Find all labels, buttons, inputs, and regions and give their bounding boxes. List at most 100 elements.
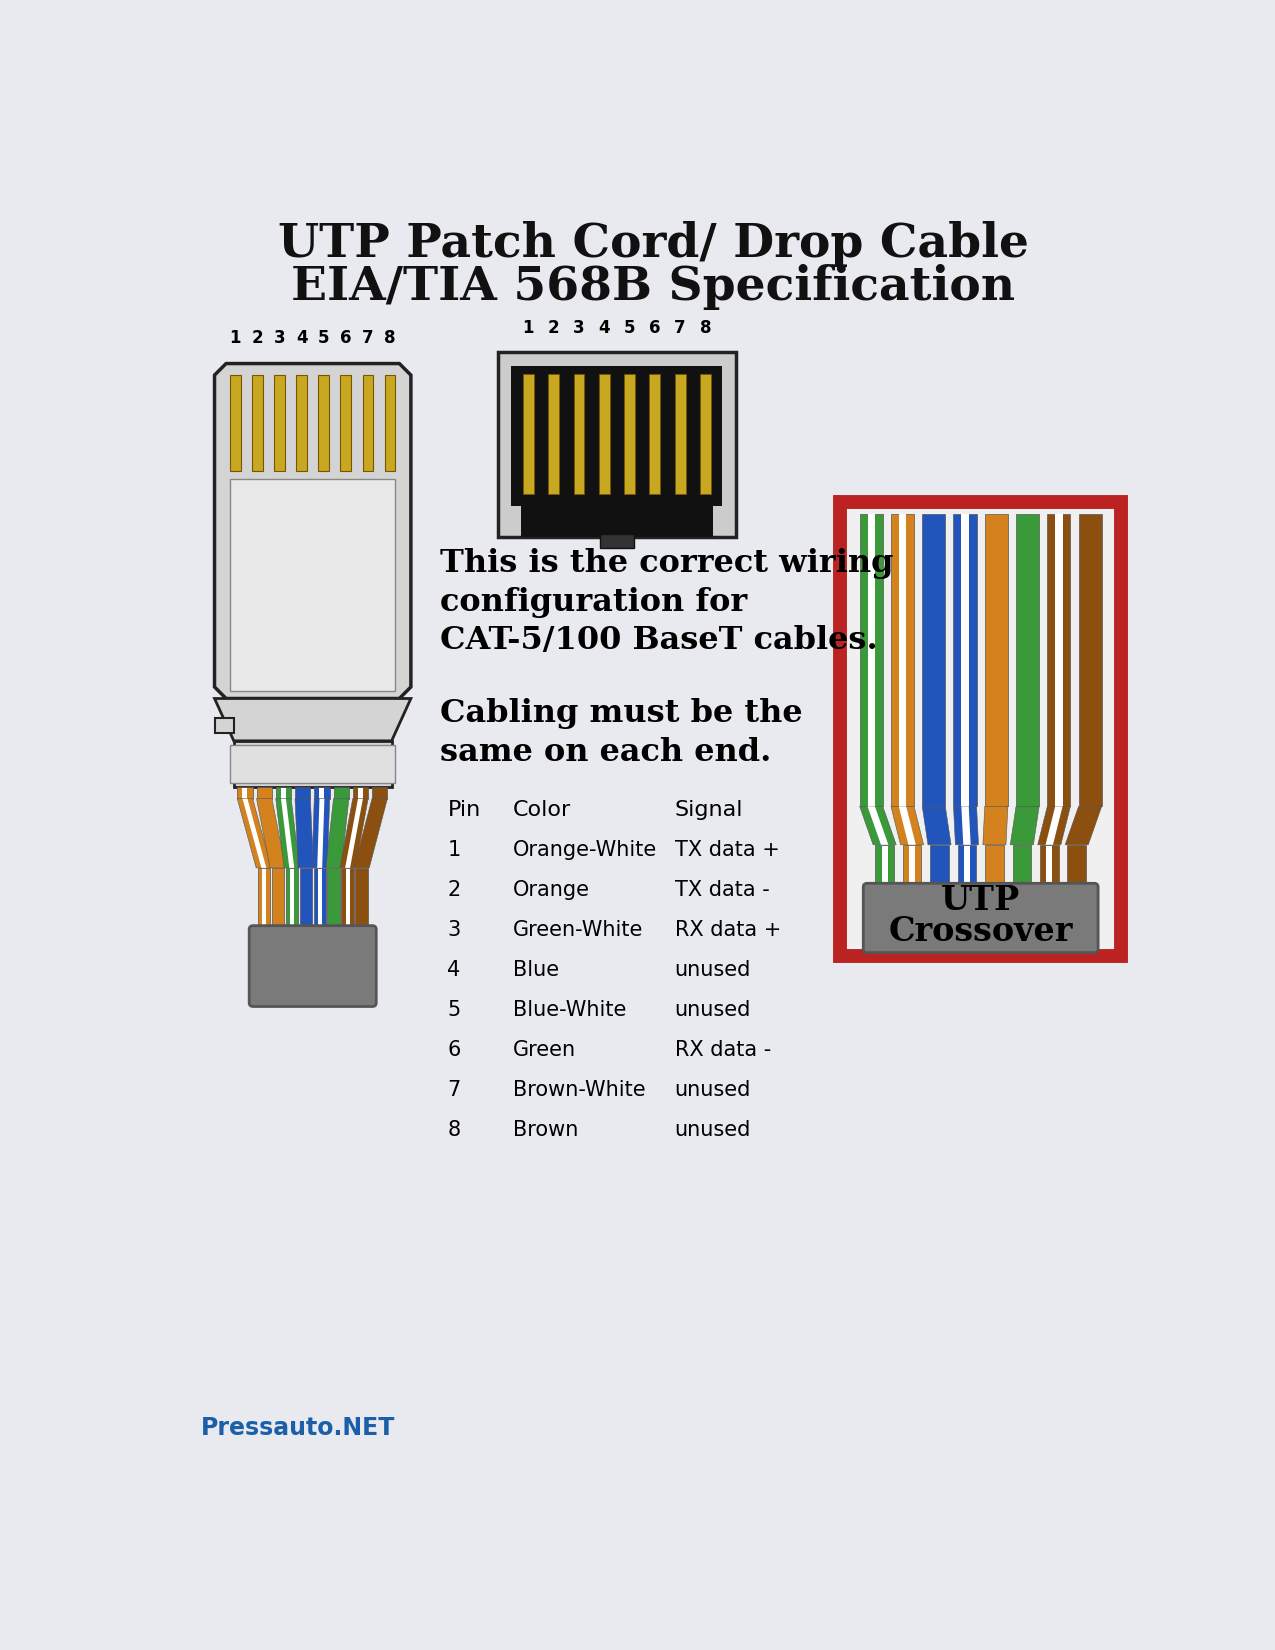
Text: same on each end.: same on each end. — [440, 738, 771, 767]
Polygon shape — [1038, 807, 1071, 845]
Bar — [574, 373, 584, 495]
Text: 4: 4 — [296, 328, 307, 346]
Bar — [1047, 513, 1071, 807]
Text: Signal: Signal — [674, 800, 743, 820]
Bar — [230, 744, 395, 784]
Polygon shape — [237, 799, 272, 868]
Bar — [256, 787, 272, 799]
Bar — [876, 845, 894, 891]
Text: 2: 2 — [251, 328, 263, 346]
Polygon shape — [1010, 807, 1039, 845]
Text: Pressauto.NET: Pressauto.NET — [201, 1416, 395, 1440]
Text: 1: 1 — [230, 328, 241, 346]
Bar — [272, 868, 284, 934]
Text: 4: 4 — [598, 318, 609, 337]
Bar — [1047, 845, 1052, 891]
Text: Green: Green — [513, 1041, 576, 1061]
Bar — [300, 868, 312, 934]
Bar — [317, 868, 321, 932]
Bar — [295, 787, 310, 799]
Polygon shape — [295, 799, 314, 868]
Bar — [353, 787, 368, 799]
Bar — [625, 373, 635, 495]
Polygon shape — [340, 799, 368, 868]
Text: 8: 8 — [448, 1120, 460, 1140]
Bar — [649, 373, 660, 495]
Text: unused: unused — [674, 960, 751, 980]
Bar — [362, 375, 374, 472]
Text: RX data -: RX data - — [674, 1041, 771, 1061]
Polygon shape — [317, 799, 324, 868]
Polygon shape — [867, 807, 889, 845]
Bar — [1067, 845, 1086, 891]
Polygon shape — [859, 807, 896, 845]
Bar — [511, 366, 723, 507]
Text: 4: 4 — [448, 960, 460, 980]
Text: This is the correct wiring: This is the correct wiring — [440, 548, 894, 579]
Bar — [840, 502, 1121, 957]
Polygon shape — [954, 807, 978, 845]
Text: Green-White: Green-White — [513, 921, 644, 940]
Bar — [320, 787, 324, 799]
Bar — [903, 845, 922, 891]
Polygon shape — [891, 807, 923, 845]
Polygon shape — [1065, 807, 1102, 845]
Bar — [520, 502, 713, 536]
Text: Crossover: Crossover — [889, 914, 1072, 947]
Bar — [314, 787, 330, 799]
Text: unused: unused — [674, 1120, 751, 1140]
Text: RX data +: RX data + — [674, 921, 782, 940]
Polygon shape — [354, 799, 388, 868]
Bar — [356, 868, 367, 934]
Bar — [274, 375, 284, 472]
Bar — [1040, 845, 1058, 891]
Text: unused: unused — [674, 1081, 751, 1101]
Text: 2: 2 — [448, 879, 460, 901]
Text: Blue: Blue — [513, 960, 558, 980]
Bar — [237, 787, 252, 799]
Text: 8: 8 — [700, 318, 711, 337]
Bar — [497, 351, 736, 536]
Text: unused: unused — [674, 1000, 751, 1020]
FancyBboxPatch shape — [249, 926, 376, 1006]
Text: 3: 3 — [448, 921, 460, 940]
Text: CAT-5/100 BaseT cables.: CAT-5/100 BaseT cables. — [440, 625, 877, 657]
Bar — [334, 787, 349, 799]
Bar — [859, 513, 882, 807]
Bar — [1012, 845, 1031, 891]
Bar — [548, 373, 558, 495]
Bar — [314, 868, 326, 934]
Text: 6: 6 — [649, 318, 660, 337]
Bar — [922, 513, 945, 807]
Bar — [931, 845, 949, 891]
Bar — [258, 868, 270, 934]
Text: Brown: Brown — [513, 1120, 579, 1140]
Bar — [319, 375, 329, 472]
Bar — [252, 375, 263, 472]
Bar — [230, 478, 395, 691]
Bar — [328, 868, 340, 934]
Polygon shape — [256, 799, 286, 868]
Bar — [1079, 513, 1102, 807]
Polygon shape — [346, 799, 363, 868]
Bar — [909, 845, 915, 891]
Polygon shape — [961, 807, 970, 845]
Polygon shape — [1046, 807, 1062, 845]
Text: UTP Patch Cord/ Drop Cable: UTP Patch Cord/ Drop Cable — [278, 221, 1029, 267]
Bar — [230, 375, 241, 472]
Bar — [342, 868, 353, 934]
Text: TX data -: TX data - — [674, 879, 769, 901]
Polygon shape — [922, 807, 951, 845]
Bar — [964, 845, 970, 891]
Text: Brown-White: Brown-White — [513, 1081, 645, 1101]
Polygon shape — [983, 807, 1007, 845]
Text: 3: 3 — [274, 328, 286, 346]
Bar — [523, 373, 534, 495]
Bar — [599, 373, 609, 495]
Bar — [346, 868, 349, 932]
Polygon shape — [214, 363, 411, 698]
Bar — [289, 868, 293, 932]
Bar — [601, 535, 634, 548]
Polygon shape — [275, 799, 300, 868]
FancyBboxPatch shape — [863, 883, 1098, 952]
